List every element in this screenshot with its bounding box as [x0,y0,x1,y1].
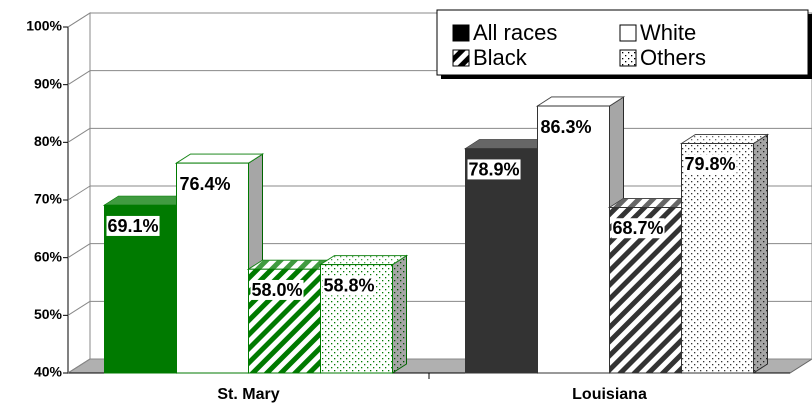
x-tick-label: St. Mary [217,386,279,403]
value-label-bg [683,154,737,175]
y-tick-label: 70% [34,191,63,207]
bar [681,142,754,374]
y-tick-label: 100% [26,18,62,34]
x-tick-label: Louisiana [572,386,647,403]
y-tick-label: 40% [34,364,63,380]
bar-top-shade [465,139,552,149]
value-label-bg [322,275,376,296]
legend-label: Others [640,45,706,70]
value-label-bg [611,218,665,239]
value-label-bg [250,279,304,300]
value-label: 58.0% [252,280,303,300]
value-label: 69.1% [108,216,159,236]
grid-line [67,243,91,259]
bar [537,105,610,374]
grid-line [67,358,91,374]
grid-line [67,300,91,316]
value-label-bg [106,215,160,236]
grid-line [67,127,91,143]
y-tick-label: 50% [34,306,63,322]
value-label: 68.7% [613,218,664,238]
bar-top-shade [176,154,263,164]
legend-label: Black [473,45,528,70]
bar [465,148,538,374]
value-label: 86.3% [541,117,592,137]
grid-line [67,70,91,86]
bar-side-shade [753,134,768,373]
bar-side-shade [392,255,407,373]
bar [176,162,249,374]
y-tick-label: 80% [34,133,63,149]
legend-swatch [619,49,637,67]
value-label-bg [539,116,593,137]
legend-label: White [640,20,696,45]
grid-line [67,185,91,201]
legend-label: All races [473,20,557,45]
value-label-bg [467,159,521,180]
bar-top-shade [104,196,191,206]
value-label: 79.8% [685,154,736,174]
bar-top-shade [320,255,407,265]
bar-top-shade [248,260,335,270]
legend-swatch [452,24,470,42]
value-label: 58.8% [324,275,375,295]
bar-top-shade [609,198,696,208]
legend-swatch [452,49,470,67]
grid-line [67,12,91,28]
y-tick-label: 60% [34,248,63,264]
y-tick-label: 90% [34,75,63,91]
bar-top-shade [537,97,624,107]
value-label-bg [178,173,232,194]
value-label: 78.9% [469,159,520,179]
legend-swatch [619,24,637,42]
bar-top-shade [681,134,768,144]
value-label: 76.4% [180,174,231,194]
